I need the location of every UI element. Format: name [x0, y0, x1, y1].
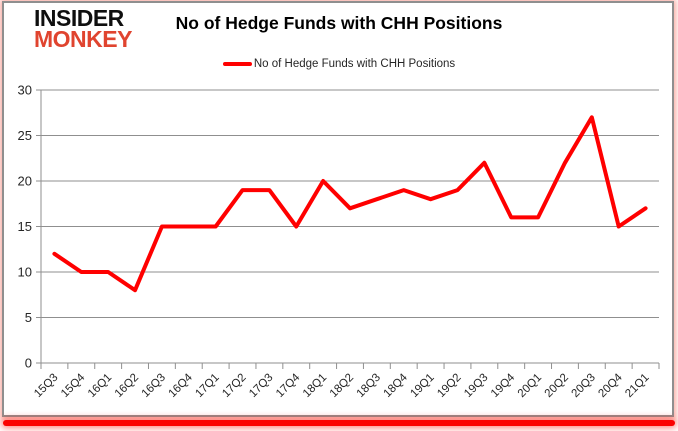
chart-frame-border	[2, 1, 674, 417]
x-axis-tick-label: 15Q4	[59, 371, 88, 400]
bottom-red-bar	[3, 420, 675, 426]
insider-monkey-logo: INSIDER MONKEY	[34, 5, 132, 53]
x-axis-tick-label: 18Q2	[328, 372, 356, 400]
x-axis-tick-label: 17Q4	[274, 371, 303, 400]
y-axis-tick-label: 0	[25, 356, 32, 371]
y-axis-tick-label: 10	[18, 265, 32, 280]
x-axis-tick-label: 17Q3	[247, 372, 275, 400]
x-axis-tick-label: 18Q3	[355, 372, 383, 400]
legend-line-marker-icon	[222, 62, 252, 66]
x-axis-tick-label: 16Q4	[167, 371, 196, 400]
y-axis-tick-label: 15	[18, 219, 32, 234]
x-axis-tick-label: 17Q2	[220, 372, 248, 400]
x-axis-tick-label: 18Q1	[301, 372, 329, 400]
legend-label: No of Hedge Funds with CHH Positions	[253, 58, 456, 70]
logo-word-monkey: MONKEY	[34, 26, 132, 53]
x-axis-tick-label: 19Q2	[435, 372, 463, 400]
chart-legend: No of Hedge Funds with CHH Positions	[0, 57, 678, 71]
x-axis-tick-label: 15Q3	[32, 372, 60, 400]
x-axis-tick-label: 18Q4	[381, 371, 410, 400]
x-axis-tick-label: 21Q1	[623, 372, 651, 400]
y-axis-tick-label: 20	[18, 174, 32, 189]
x-axis-tick-label: 19Q4	[489, 371, 518, 400]
x-axis-tick-label: 20Q1	[516, 372, 544, 400]
x-axis-tick-label: 16Q3	[140, 372, 168, 400]
x-axis-tick-label: 16Q1	[86, 372, 114, 400]
series-line	[52, 115, 648, 293]
y-axis-tick-label: 30	[18, 83, 32, 98]
x-axis-tick-label: 16Q2	[113, 372, 141, 400]
x-axis-tick-label: 20Q3	[570, 372, 598, 400]
x-axis-tick-label: 19Q1	[408, 372, 436, 400]
y-axis-tick-label: 5	[25, 310, 32, 325]
x-axis-tick-label: 20Q2	[543, 372, 571, 400]
chart-title: No of Hedge Funds with CHH Positions	[175, 13, 503, 33]
x-axis-tick-label: 17Q1	[193, 372, 221, 400]
logo-word-insider: INSIDER	[34, 5, 124, 31]
y-axis-tick-label: 25	[18, 128, 32, 143]
x-axis-tick-label: 19Q3	[462, 372, 490, 400]
x-axis-tick-label: 20Q4	[596, 371, 625, 400]
